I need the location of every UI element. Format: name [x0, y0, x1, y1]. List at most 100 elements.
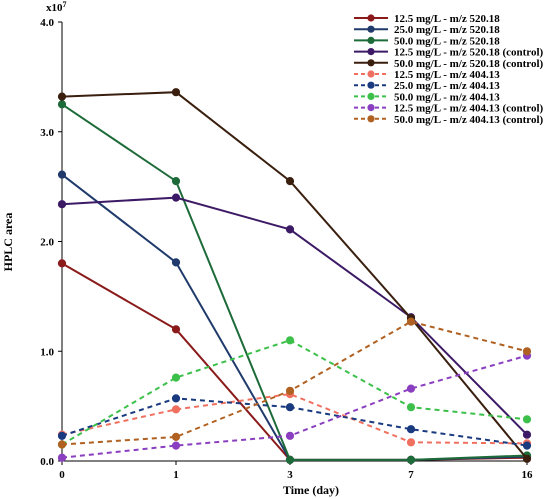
series-line — [61, 397, 528, 447]
legend-item: 12.5 mg/L - m/z 520.18 — [354, 13, 500, 25]
data-point — [522, 454, 532, 463]
data-point — [57, 453, 67, 462]
data-point — [285, 431, 295, 440]
data-point — [57, 440, 67, 449]
x-tick-label: 16 — [522, 469, 534, 481]
data-point — [171, 432, 181, 441]
legend-label: 12.5 mg/L - m/z 520.18 — [394, 13, 500, 25]
series-10 — [57, 317, 532, 449]
data-point — [406, 317, 416, 326]
legend-swatch-marker — [367, 81, 375, 89]
series-4 — [57, 193, 532, 439]
data-point — [406, 384, 416, 393]
data-point — [171, 177, 181, 186]
series-8 — [57, 336, 532, 449]
data-point — [57, 92, 67, 101]
legend-item: 50.0 mg/L - m/z 404.13 — [354, 91, 500, 103]
legend-item: 12.5 mg/L - m/z 404.13 — [354, 69, 500, 81]
legend-swatch-marker — [367, 48, 375, 56]
legend-label: 12.5 mg/L - m/z 404.13 (control) — [394, 103, 544, 115]
data-point — [171, 373, 181, 382]
y-axis-ticks: 0.0 1.0 2.0 3.0 4.0 — [40, 17, 62, 468]
legend-swatch-marker — [367, 59, 375, 67]
y-multiplier-label: x107 — [46, 0, 67, 14]
data-point — [171, 88, 181, 97]
x-tick-label: 1 — [173, 469, 179, 481]
legend-swatch-marker — [367, 92, 375, 100]
series-3 — [57, 100, 532, 464]
data-point — [171, 258, 181, 267]
legend-item: 12.5 mg/L - m/z 520.18 (control) — [354, 47, 544, 59]
data-point — [285, 225, 295, 234]
data-point — [171, 325, 181, 334]
series-line — [61, 339, 528, 446]
data-point — [522, 415, 532, 424]
legend-label: 50.0 mg/L - m/z 520.18 (control) — [394, 58, 544, 70]
data-point — [406, 438, 416, 447]
legend-swatch-marker — [367, 104, 375, 112]
data-point — [406, 403, 416, 412]
series-line — [61, 196, 528, 436]
data-point — [522, 441, 532, 450]
x-tick-label: 0 — [59, 469, 65, 481]
legend-item: 25.0 mg/L - m/z 520.18 — [354, 24, 500, 36]
legend-swatch-marker — [367, 25, 375, 33]
data-point — [171, 441, 181, 450]
legend-label: 50.0 mg/L - m/z 520.18 — [394, 35, 500, 47]
legend-swatch-marker — [367, 70, 375, 78]
legend-item: 12.5 mg/L - m/z 404.13 (control) — [354, 103, 544, 115]
series-line — [61, 103, 528, 461]
legend-label: 25.0 mg/L - m/z 520.18 — [394, 24, 500, 36]
data-point — [285, 455, 295, 464]
legend-item: 50.0 mg/L - m/z 404.13 (control) — [354, 114, 544, 126]
y-axis-title: HPLC area — [1, 213, 15, 272]
data-point — [406, 455, 416, 464]
data-point — [57, 170, 67, 179]
series-1 — [57, 259, 532, 464]
data-point — [57, 259, 67, 268]
data-point — [57, 200, 67, 209]
series-2 — [57, 170, 532, 464]
legend-label: 50.0 mg/L - m/z 404.13 (control) — [394, 114, 544, 126]
x-axis-title: Time (day) — [283, 483, 339, 497]
legend-swatch-marker — [367, 36, 375, 45]
legend-label: 12.5 mg/L - m/z 520.18 (control) — [394, 47, 544, 59]
series-9 — [57, 351, 532, 462]
series-5 — [57, 88, 532, 463]
series-line — [61, 262, 528, 461]
x-tick-label: 7 — [408, 469, 414, 481]
data-point — [285, 177, 295, 186]
series-line — [61, 91, 528, 460]
data-point — [57, 431, 67, 440]
y-tick-label: 2.0 — [40, 237, 54, 249]
data-point — [285, 386, 295, 395]
x-axis-ticks: 0 1 3 7 16 — [59, 461, 533, 481]
data-point — [171, 193, 181, 202]
data-point — [285, 403, 295, 412]
series-line — [61, 393, 528, 445]
legend-item: 50.0 mg/L - m/z 520.18 — [354, 35, 500, 47]
legend-item: 50.0 mg/L - m/z 520.18 (control) — [354, 58, 544, 70]
series-6 — [57, 390, 532, 448]
data-point — [285, 336, 295, 345]
series-7 — [57, 394, 532, 450]
y-tick-label: 3.0 — [40, 127, 54, 139]
x-tick-label: 3 — [287, 469, 293, 481]
legend-swatch-marker — [367, 115, 375, 123]
data-point — [522, 347, 532, 356]
y-tick-label: 0.0 — [40, 456, 54, 468]
data-point — [57, 100, 67, 109]
series-line — [61, 173, 528, 461]
y-tick-label: 1.0 — [40, 346, 54, 358]
legend-label: 12.5 mg/L - m/z 404.13 — [394, 69, 500, 81]
legend-swatch-marker — [367, 14, 375, 22]
y-tick-label: 4.0 — [40, 17, 54, 29]
legend-label: 25.0 mg/L - m/z 404.13 — [394, 80, 500, 92]
legend-label: 50.0 mg/L - m/z 404.13 — [394, 91, 500, 103]
series-layer — [57, 88, 532, 464]
data-point — [406, 425, 416, 434]
data-point — [171, 394, 181, 403]
legend-item: 25.0 mg/L - m/z 404.13 — [354, 80, 500, 92]
